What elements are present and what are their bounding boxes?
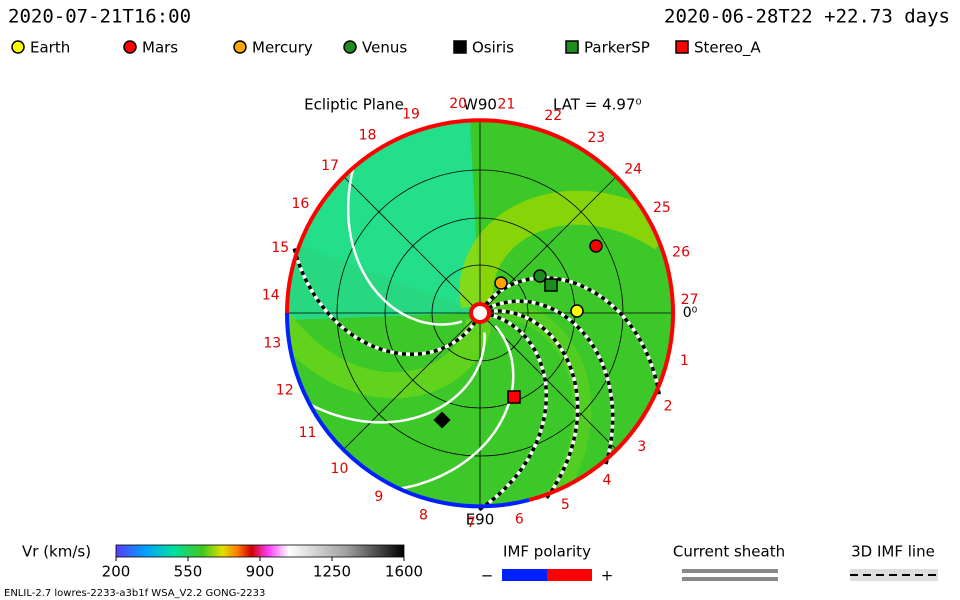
sheath-line — [682, 577, 778, 581]
plane-label: Ecliptic Plane — [304, 96, 404, 114]
legend-label: Mercury — [252, 39, 313, 57]
body-marker — [589, 239, 603, 253]
rim-label: 15 — [271, 240, 289, 256]
rim-label: 8 — [419, 507, 428, 523]
polarity-positive — [547, 569, 592, 581]
current-sheath — [387, 325, 515, 492]
legend-marker — [11, 40, 25, 54]
body-marker — [433, 411, 451, 429]
imf-line — [489, 309, 580, 501]
imf-title: 3D IMF line — [851, 543, 935, 561]
imf-line — [476, 313, 549, 513]
legend-marker — [233, 40, 247, 54]
rim-label: 14 — [262, 287, 280, 303]
rim-label: 10 — [331, 461, 349, 477]
imf-line — [291, 245, 477, 356]
body-marker — [570, 304, 584, 318]
rim-label: 4 — [602, 472, 611, 488]
fast-stream — [287, 313, 493, 399]
legend-marker — [453, 40, 467, 54]
rim-label: 18 — [359, 128, 377, 144]
legend-marker — [675, 40, 689, 54]
polarity-rim-positive — [285, 118, 675, 502]
rim-label: 26 — [672, 244, 690, 260]
rim-label: 7 — [467, 515, 476, 531]
polarity-title: IMF polarity — [503, 543, 591, 561]
legend-label: Earth — [30, 39, 70, 57]
rim-label: 0⁰ — [683, 305, 698, 321]
colorbar-tick-label: 1250 — [313, 563, 351, 581]
fast-stream — [459, 190, 673, 309]
rim-label: 21 — [498, 97, 516, 113]
legend-marker — [565, 40, 579, 54]
polarity-rim-negative — [284, 312, 530, 509]
rim-label: 9 — [374, 489, 383, 505]
rim-label: 25 — [653, 200, 671, 216]
rim-label: 19 — [402, 107, 420, 123]
legend-marker — [123, 40, 137, 54]
polarity-negative — [502, 569, 547, 581]
rim-label: 6 — [515, 511, 524, 527]
lat-label: LAT = 4.97⁰ — [553, 96, 641, 114]
legend-label: Stereo_A — [694, 39, 761, 58]
rim-label: 20 — [449, 96, 467, 112]
rim-label: 13 — [263, 336, 281, 352]
rim-label: 3 — [637, 439, 646, 455]
legend: Earth Mars Mercury Venus Osiris ParkerSP Stere… — [11, 39, 761, 58]
legend-label: Mars — [142, 39, 178, 57]
body-marker — [533, 269, 547, 283]
body-marker — [494, 276, 508, 290]
rim-label: 12 — [276, 382, 294, 398]
rim-label: 5 — [561, 497, 570, 513]
rim-label: 27 — [681, 292, 699, 308]
slow-region — [287, 245, 480, 320]
colorbar-tick-label: 200 — [102, 563, 131, 581]
body-marker — [507, 390, 521, 404]
colorbar-tick-label: 900 — [246, 563, 275, 581]
rim-label: 2 — [664, 398, 673, 414]
colorbar — [115, 544, 405, 558]
imf-line — [484, 276, 662, 397]
legend-label: ParkerSP — [584, 39, 650, 57]
current-sheath — [298, 332, 486, 424]
colorbar-tick-label: 550 — [174, 563, 203, 581]
legend-marker — [343, 40, 357, 54]
current-sheath — [346, 154, 463, 326]
legend-label: Venus — [362, 39, 407, 57]
rim-label: 23 — [587, 130, 605, 146]
colorbar-tick-label: 1600 — [385, 563, 423, 581]
sun — [469, 302, 491, 324]
rim-label: 17 — [321, 158, 339, 174]
sheath-title: Current sheath — [673, 543, 785, 561]
rim-label: 24 — [624, 161, 642, 177]
body-marker — [544, 278, 558, 292]
rim-label: 22 — [544, 108, 562, 124]
legend-label: Osiris — [472, 39, 514, 57]
top-label: W90 — [463, 96, 497, 114]
bottom-label: E90 — [466, 511, 495, 529]
imf-line — [487, 299, 615, 467]
sheath-line — [682, 569, 778, 573]
reference-time: 2020-06-28T22 +22.73 days — [664, 6, 950, 28]
colorbar-title: Vr (km/s) — [22, 543, 91, 561]
rim-label: 11 — [299, 425, 317, 441]
footer: ENLIL-2.7 lowres-2233-a3b1f WSA_V2.2 GON… — [4, 588, 265, 599]
rim-label: 16 — [291, 196, 309, 212]
time: 2020-07-21T16:00 — [8, 6, 191, 28]
rim-label: 1 — [680, 353, 689, 369]
polarity-plus: + — [601, 567, 614, 585]
polarity-minus: − — [481, 567, 494, 585]
